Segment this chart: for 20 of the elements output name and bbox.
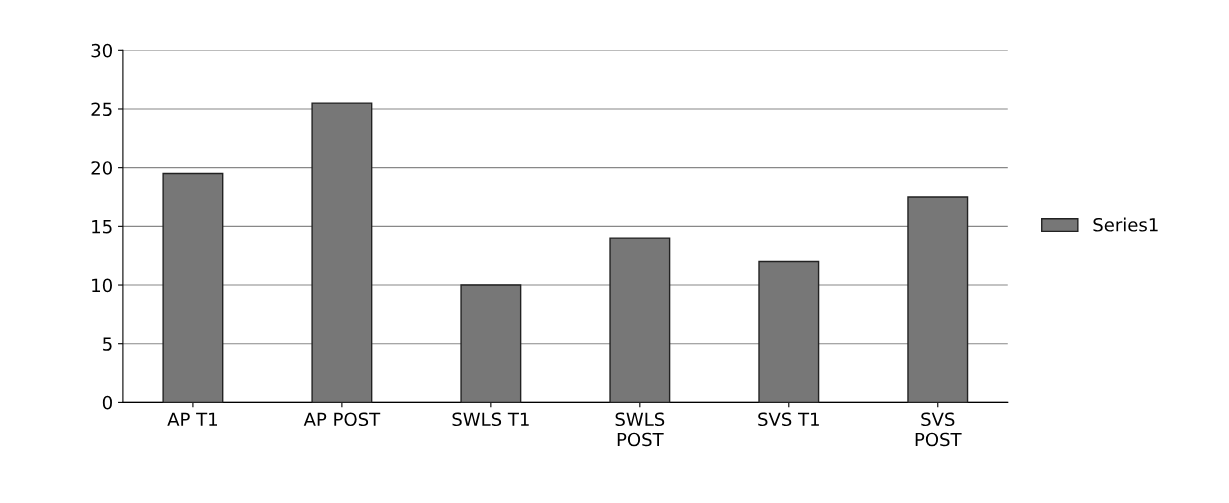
x-tick-label: SVS T1 <box>758 412 819 427</box>
y-tick-label: 15 <box>92 220 112 234</box>
y-tick-label: 25 <box>91 102 112 117</box>
x-tick-label: SWLS T1 <box>452 412 529 427</box>
x-tick-label: SWLS POST <box>615 412 665 447</box>
bar <box>609 237 671 403</box>
x-tick-label: SVS POST <box>915 412 962 447</box>
bar <box>311 102 373 403</box>
y-tick-label: 10 <box>92 278 112 293</box>
bar <box>162 172 224 403</box>
y-tick-label: 5 <box>103 337 112 351</box>
bar <box>460 284 522 403</box>
y-tick-label: 0 <box>102 395 112 410</box>
x-tick-label: AP T1 <box>167 412 217 426</box>
y-tick-label: 20 <box>91 161 112 175</box>
x-tick-label: AP POST <box>303 412 381 427</box>
bar <box>907 196 969 403</box>
legend-label: Series1 <box>1093 217 1158 232</box>
bar <box>758 260 820 403</box>
y-tick-label: 30 <box>91 43 112 58</box>
